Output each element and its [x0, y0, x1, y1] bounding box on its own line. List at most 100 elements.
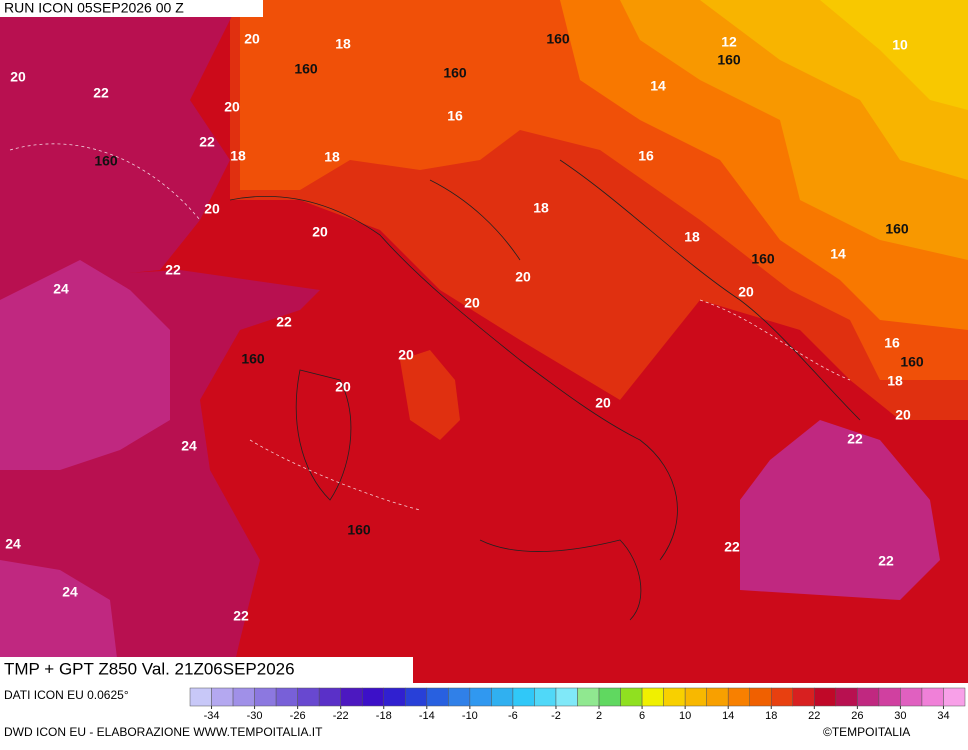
temp-label: 20	[335, 379, 351, 395]
temp-label: 24	[181, 438, 197, 454]
temp-label: 22	[165, 262, 181, 278]
colorbar-box	[641, 687, 664, 707]
temp-label: 20	[10, 69, 26, 85]
temp-label: 18	[684, 229, 700, 245]
temp-label: 22	[93, 85, 109, 101]
colorbar-tick-label: -34	[204, 710, 220, 722]
temp-label: 22	[276, 314, 292, 330]
colorbar-box	[426, 687, 449, 707]
isoline	[9, 143, 851, 511]
colorbar-box	[771, 687, 794, 707]
temp-label: 16	[884, 335, 900, 351]
gpt-label: 160	[885, 221, 909, 237]
temp-label: 22	[878, 553, 894, 569]
colorbar-box	[491, 687, 514, 707]
colorbar-tick-label: -30	[247, 710, 263, 722]
temp-label: 20	[738, 284, 754, 300]
colorbar-tick-label: 14	[722, 710, 734, 722]
gpt-label: 160	[294, 61, 318, 77]
temp-label: 22	[847, 431, 863, 447]
temp-zone	[400, 350, 460, 440]
colorbar: -34 -30 -26 -22 -18 -14 -10 -6 -2 2 6 10 14 18 22 26 30 3…	[189, 687, 966, 722]
temp-label: 20	[312, 224, 328, 240]
colorbar-box	[749, 687, 772, 707]
colorbar-box	[878, 687, 901, 707]
temp-label: 24	[53, 281, 69, 297]
temp-label: 18	[335, 36, 351, 52]
colorbar-box	[297, 687, 320, 707]
colorbar-box	[232, 687, 255, 707]
credit-label: DWD ICON EU - ELABORAZIONE WWW.TEMPOITAL…	[4, 725, 323, 739]
temp-zone	[820, 0, 968, 110]
colorbar-box	[534, 687, 557, 707]
colorbar-tick-label: 6	[639, 710, 645, 722]
colorbar-box	[318, 687, 341, 707]
colorbar-tick-label: 30	[894, 710, 906, 722]
colorbar-box	[361, 687, 385, 707]
colorbar-box	[835, 687, 858, 707]
colorbar-box	[275, 687, 298, 707]
gpt-label: 160	[94, 153, 118, 169]
temp-label: 22	[724, 539, 740, 555]
temp-label: 10	[892, 37, 908, 53]
colorbar-box	[577, 687, 600, 707]
gpt-label: 160	[443, 65, 467, 81]
copyright-label: ©TEMPOITALIA	[823, 725, 910, 739]
colorbar-tick-label: 10	[679, 710, 691, 722]
temp-zone	[0, 0, 240, 290]
colorbar-box	[469, 687, 492, 707]
colorbar-box	[620, 687, 643, 707]
run-label: RUN ICON 05SEP2026 00 Z	[4, 0, 184, 16]
colorbar-box	[814, 687, 837, 707]
temp-label: 16	[638, 148, 654, 164]
temp-label: 18	[324, 149, 340, 165]
temp-label: 20	[398, 347, 414, 363]
colorbar-box	[254, 687, 277, 707]
temp-label: 20	[244, 31, 260, 47]
temp-zone	[0, 560, 120, 683]
colorbar-box	[727, 687, 750, 707]
colorbar-box	[189, 687, 212, 707]
temp-zone	[740, 420, 940, 600]
temp-label: 18	[230, 148, 246, 164]
colorbar-box	[512, 687, 535, 707]
colorbar-box	[598, 687, 621, 707]
colorbar-box	[383, 687, 406, 707]
colorbar-tick-label: 34	[937, 710, 949, 722]
colorbar-tick-label: -18	[376, 710, 392, 722]
gpt-label: 160	[347, 522, 371, 538]
temp-zone	[0, 260, 170, 470]
colorbar-tick-label: 2	[596, 710, 602, 722]
temp-label: 20	[224, 99, 240, 115]
temp-label: 20	[204, 201, 220, 217]
colorbar-box	[663, 687, 686, 707]
temp-label: 22	[199, 134, 215, 150]
temp-label: 14	[830, 246, 846, 262]
colorbar-box	[405, 687, 428, 707]
temp-label: 12	[721, 34, 737, 50]
colorbar-tick-label: -26	[290, 710, 306, 722]
gpt-label: 160	[546, 31, 570, 47]
colorbar-tick-label: 26	[851, 710, 863, 722]
colorbar-box	[921, 687, 944, 707]
temp-label: 20	[895, 407, 911, 423]
coastline	[229, 159, 861, 621]
temp-label: 18	[887, 373, 903, 389]
colorbar-box	[706, 687, 729, 707]
gpt-label: 160	[900, 354, 924, 370]
temp-label: 16	[447, 108, 463, 124]
temp-label: 14	[650, 78, 666, 94]
gpt-label: 160	[241, 351, 265, 367]
temp-label: 18	[533, 200, 549, 216]
colorbar-box	[857, 687, 880, 707]
colorbar-box	[792, 687, 815, 707]
colorbar-box	[555, 687, 578, 707]
temp-label: 24	[5, 536, 21, 552]
gpt-label: 160	[717, 52, 741, 68]
temp-label: 24	[62, 584, 78, 600]
colorbar-box	[943, 687, 966, 707]
colorbar-box	[900, 687, 923, 707]
colorbar-box	[684, 687, 707, 707]
colorbar-tick-label: -10	[462, 710, 478, 722]
